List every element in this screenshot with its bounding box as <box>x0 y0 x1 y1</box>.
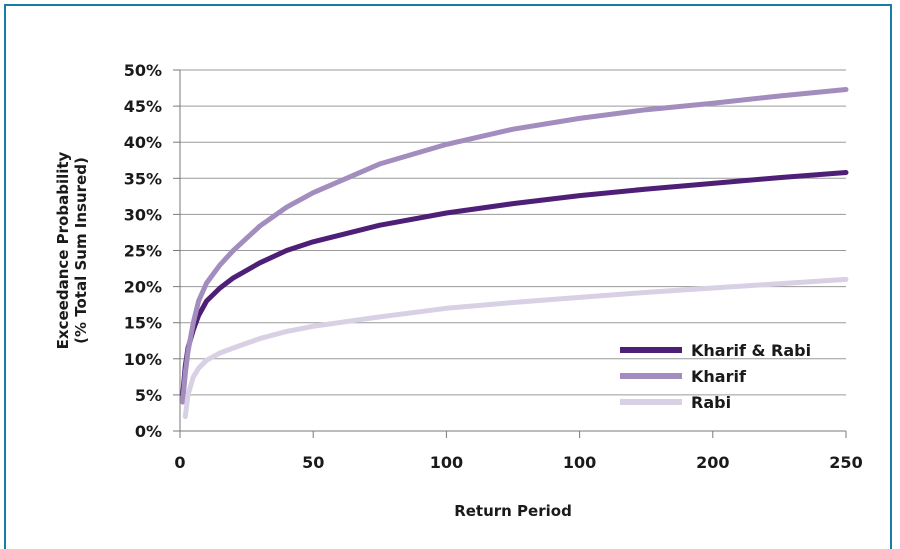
x-tick-label: 100 <box>563 453 596 472</box>
series-line-3 <box>182 276 849 420</box>
y-tick-label: 30% <box>124 205 162 224</box>
y-tick-label: 50% <box>124 61 162 80</box>
y-tick-label: 0% <box>135 422 162 441</box>
x-tick-label: 200 <box>696 453 729 472</box>
x-tick-label: 0 <box>174 453 185 472</box>
y-tick-label: 20% <box>124 278 162 297</box>
y-tick-label: 15% <box>124 314 162 333</box>
legend-label: Kharif <box>691 367 747 386</box>
y-tick-label: 45% <box>124 97 162 116</box>
series-lines <box>180 87 849 420</box>
y-tick-label: 25% <box>124 242 162 261</box>
x-axis-title: Return Period <box>454 502 572 520</box>
y-tick-label: 10% <box>124 350 162 369</box>
legend-label: Kharif & Rabi <box>691 341 811 360</box>
chart-frame <box>4 4 892 549</box>
y-axis-title-line-2: (% Total Sum Insured) <box>72 157 90 344</box>
x-tick-label: 50 <box>302 453 324 472</box>
series-line-2 <box>180 87 849 405</box>
y-axis-title-line-1: Exceedance Probability <box>54 151 72 349</box>
y-axis-ticks: 0% 5% 10% 15% 20% 25% 30% 35% 40% 45% 50% <box>124 61 162 441</box>
y-tick-label: 40% <box>124 133 162 152</box>
x-axis-ticks: 0 50 100 100 200 250 <box>174 453 862 472</box>
x-tick-label: 100 <box>430 453 463 472</box>
y-tick-label: 5% <box>135 386 162 405</box>
x-tick-label: 250 <box>829 453 862 472</box>
y-tick-label: 35% <box>124 169 162 188</box>
legend: Kharif & Rabi Kharif Rabi <box>620 341 811 412</box>
legend-label: Rabi <box>691 393 731 412</box>
